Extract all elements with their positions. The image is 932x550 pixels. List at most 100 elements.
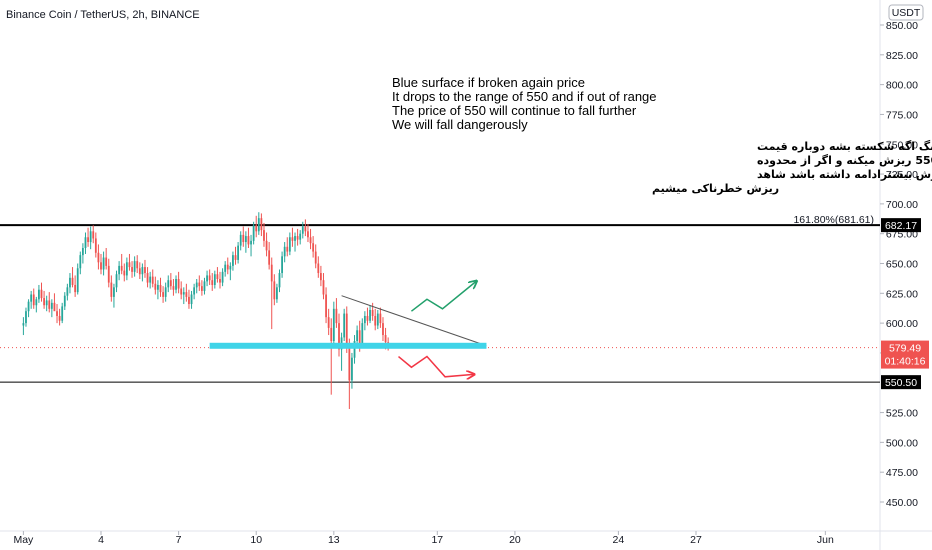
candle-body [38,289,40,300]
candle [182,287,185,305]
candle [188,289,190,309]
candle-body [270,264,273,282]
candle-body [195,282,198,288]
currency-badge[interactable] [888,4,924,21]
candle-body [353,341,356,358]
candle-body [379,313,382,324]
candle-body [151,276,154,284]
candle-body [252,225,255,241]
english-note[interactable]: Blue surface if broken again price It dr… [392,75,657,132]
current-price-badge[interactable]: 579.49 01:40:16 [881,340,929,369]
price-axis[interactable]: 850.00 825.00 800.00 775.00 750.00 725.00 700.… [880,20,918,509]
candle-body [125,262,128,276]
candle-body [304,226,307,232]
bearish-arrow[interactable] [398,355,474,377]
candle-body [268,250,271,265]
candle [332,301,335,347]
candle-body [97,252,100,263]
blue-surface-zone[interactable] [209,342,487,349]
price-tick-label: 750.00 [886,139,918,151]
candle-body [307,231,309,238]
candle-body [226,264,229,270]
plot-area[interactable] [0,0,880,531]
bullish-arrow[interactable] [410,281,476,312]
candle [263,222,265,247]
time-axis[interactable]: May 4 7 10 13 17 20 24 27 Jun [13,531,834,546]
candle-body [384,335,387,343]
candle-body [211,280,214,285]
candle-body [87,237,89,243]
candle [268,242,271,270]
candle-body [255,225,258,232]
candle-body [110,282,113,297]
candle [307,224,309,243]
candle-body [100,262,102,270]
candle [45,295,48,312]
candle-body [81,247,84,256]
candle-body [358,330,361,345]
candle [288,232,291,256]
candle-body [361,323,364,345]
candle [203,277,206,295]
candle [239,231,242,251]
candle-body [149,276,152,283]
support-badge[interactable]: 550.50 [881,375,921,390]
candle-body [343,313,346,338]
candle [304,219,307,237]
candle-body [63,295,66,307]
candle [43,290,45,309]
candle-body [356,330,359,342]
candle [250,234,252,257]
candle [247,227,250,248]
candle-body [154,283,157,290]
price-tick-label: 475.00 [886,467,918,479]
candle [97,244,100,270]
bar-countdown: 01:40:16 [885,356,926,368]
candle-body [157,284,159,290]
candle [374,308,377,331]
price-tick-label: 725.00 [886,169,918,181]
candle-body [48,300,51,309]
candle-body [118,265,121,275]
candle [138,262,141,280]
candle-body [338,323,340,350]
candle [172,279,175,296]
candle-body [30,294,33,302]
price-tick-label: 450.00 [886,497,918,509]
candle-body [335,308,338,324]
candle-body [250,240,252,245]
persian-note-line: قیمت 550 ریزش بیشترادامه داشته باشد شاهد [757,168,932,181]
resistance-badge[interactable]: 682.17 [881,218,921,233]
candle [237,242,240,264]
candle [164,282,167,302]
time-tick-label: 13 [328,534,340,546]
candle [317,256,320,278]
candle [312,236,315,258]
candle-body [278,273,281,288]
candle [322,273,325,300]
candle-body [167,280,170,288]
time-tick-label: 17 [431,534,443,546]
english-note-line: Blue surface if broken again price [392,75,585,90]
candle [190,290,193,309]
candle-body [169,280,172,287]
current-price-value: 579.49 [889,343,921,355]
candle-body [136,261,139,269]
candle-body [138,268,141,275]
candle [40,282,43,302]
price-tick-label: 625.00 [886,288,918,300]
candle-body [159,284,162,293]
persian-note[interactable]: سطح آبی رنگ اگه شکسته بشه دوباره قیمت تا… [652,139,932,195]
candle-body [180,288,183,295]
candle-body [206,275,208,282]
candle [226,257,229,275]
candle [22,317,25,336]
time-tick-label: 10 [250,534,262,546]
candle-body [56,311,58,316]
candle-body [276,287,278,300]
descending-trendline[interactable] [341,295,487,347]
candle [53,293,56,312]
candle-body [283,246,286,257]
resistance-value: 682.17 [885,220,917,232]
